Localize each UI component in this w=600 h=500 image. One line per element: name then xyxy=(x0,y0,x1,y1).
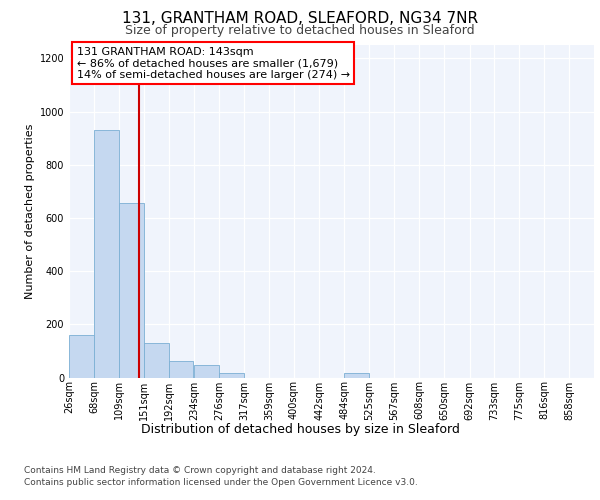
Bar xyxy=(69,335,94,378)
Text: 131, GRANTHAM ROAD, SLEAFORD, NG34 7NR: 131, GRANTHAM ROAD, SLEAFORD, NG34 7NR xyxy=(122,11,478,26)
Bar xyxy=(220,372,244,378)
Y-axis label: Number of detached properties: Number of detached properties xyxy=(25,124,35,299)
Text: Contains public sector information licensed under the Open Government Licence v3: Contains public sector information licen… xyxy=(24,478,418,487)
Bar xyxy=(344,372,369,378)
Text: Distribution of detached houses by size in Sleaford: Distribution of detached houses by size … xyxy=(140,422,460,436)
Text: Contains HM Land Registry data © Crown copyright and database right 2024.: Contains HM Land Registry data © Crown c… xyxy=(24,466,376,475)
Bar xyxy=(169,360,193,378)
Text: Size of property relative to detached houses in Sleaford: Size of property relative to detached ho… xyxy=(125,24,475,37)
Bar xyxy=(119,204,143,378)
Bar xyxy=(94,130,119,378)
Text: 131 GRANTHAM ROAD: 143sqm
← 86% of detached houses are smaller (1,679)
14% of se: 131 GRANTHAM ROAD: 143sqm ← 86% of detac… xyxy=(77,46,350,80)
Bar xyxy=(144,344,169,378)
Bar xyxy=(194,364,219,378)
